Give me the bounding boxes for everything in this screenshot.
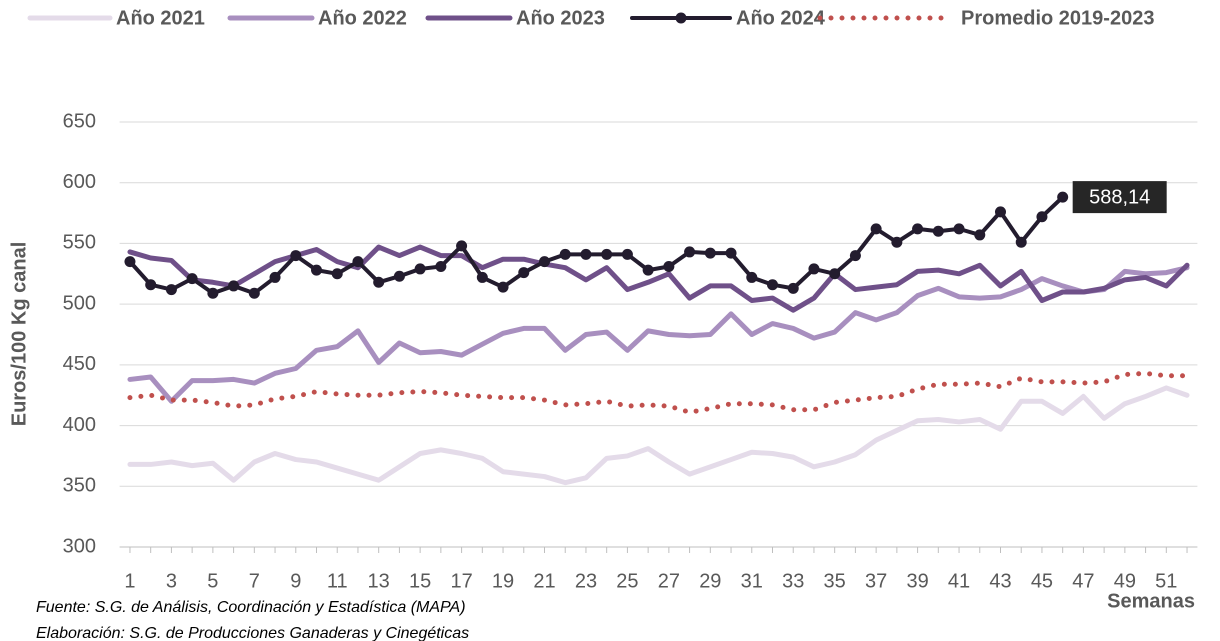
source-note: Fuente: S.G. de Análisis, Coordinación y… (36, 599, 466, 616)
point (891, 236, 903, 248)
point (1057, 191, 1069, 203)
x-axis-title: Semanas (1107, 590, 1195, 612)
point (518, 267, 530, 279)
point (621, 248, 633, 260)
y-tick-label: 450 (63, 353, 96, 375)
point (476, 271, 488, 283)
x-tick-label: 23 (575, 570, 597, 592)
y-tick-label: 650 (63, 110, 96, 132)
legend-label: Año 2022 (318, 7, 407, 29)
point (311, 264, 323, 276)
y-tick-label: 300 (63, 535, 96, 557)
x-tick-label: 51 (1155, 570, 1177, 592)
point (808, 263, 820, 275)
y-tick-label: 500 (63, 292, 96, 314)
point (601, 248, 613, 260)
x-tick-label: 27 (658, 570, 680, 592)
point (849, 250, 861, 262)
point (766, 279, 778, 291)
x-tick-label: 3 (166, 570, 177, 592)
x-tick-label: 1 (124, 570, 135, 592)
point (912, 223, 924, 235)
point (248, 287, 260, 299)
x-tick-label: 45 (1031, 570, 1053, 592)
point (974, 229, 986, 241)
x-tick-label: 35 (824, 570, 846, 592)
point (269, 271, 281, 283)
series-line (127, 195, 1065, 296)
point (787, 282, 799, 294)
point (456, 240, 468, 252)
point (1015, 236, 1027, 248)
x-tick-label: 25 (616, 570, 638, 592)
x-tick-label: 5 (207, 570, 218, 592)
point (331, 268, 343, 280)
point (746, 271, 758, 283)
point (663, 261, 675, 272)
x-tick-label: 13 (368, 570, 390, 592)
point (642, 264, 654, 276)
point (124, 256, 136, 268)
legend-marker (675, 12, 687, 24)
point (559, 248, 571, 260)
legend-label: Promedio 2019-2023 (961, 7, 1154, 29)
x-tick-label: 9 (290, 570, 301, 592)
legend-label: Año 2023 (516, 7, 605, 29)
point (725, 247, 737, 259)
y-tick-label: 600 (63, 171, 96, 193)
x-tick-label: 31 (741, 570, 763, 592)
point (994, 206, 1006, 218)
point (145, 279, 157, 291)
point (497, 281, 509, 293)
x-tick-label: 29 (699, 570, 721, 592)
x-tick-label: 37 (865, 570, 887, 592)
y-tick-label: 550 (63, 232, 96, 254)
series-line (127, 265, 1190, 404)
y-tick-label: 350 (63, 475, 96, 497)
point (829, 268, 841, 280)
x-tick-label: 41 (948, 570, 970, 592)
point (414, 263, 426, 275)
data-label-box (1072, 181, 1167, 214)
x-tick-label: 33 (782, 570, 804, 592)
x-tick-label: 15 (409, 570, 431, 592)
point (580, 248, 592, 260)
series-line (127, 370, 1190, 415)
point (352, 256, 364, 268)
point (953, 223, 965, 235)
x-tick-label: 43 (989, 570, 1011, 592)
x-tick-label: 7 (249, 570, 260, 592)
y-axis-title: Euros/100 Kg canal (8, 242, 30, 427)
x-tick-label: 39 (906, 570, 928, 592)
series-line (127, 244, 1190, 313)
point (870, 223, 882, 235)
x-tick-label: 11 (327, 570, 348, 592)
point (1036, 211, 1048, 223)
x-tick-label: 49 (1114, 570, 1136, 592)
legend-label: Año 2021 (116, 7, 205, 29)
data-label: 588,14 (1089, 186, 1150, 208)
point (228, 280, 240, 292)
point (207, 287, 219, 299)
y-tick-label: 400 (63, 414, 96, 436)
point (393, 270, 405, 282)
point (539, 256, 551, 268)
x-tick-label: 21 (533, 570, 555, 592)
point (290, 250, 302, 262)
point (165, 284, 177, 296)
x-tick-label: 17 (450, 570, 472, 592)
x-tick-label: 19 (492, 570, 514, 592)
point (704, 247, 716, 259)
legend-label: Año 2024 (736, 7, 826, 29)
point (684, 246, 696, 258)
point (932, 225, 944, 237)
x-tick-label: 47 (1072, 570, 1094, 592)
series-line (127, 385, 1190, 486)
point (186, 273, 198, 285)
credit-note: Elaboración: S.G. de Producciones Ganade… (36, 625, 469, 641)
point (435, 261, 447, 272)
point (373, 276, 385, 288)
